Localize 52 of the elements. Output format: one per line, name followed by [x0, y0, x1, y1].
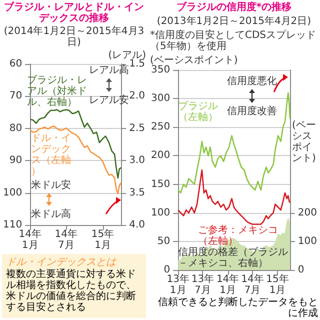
line-series: [178, 92, 291, 194]
y2-tick-label: 3.5: [129, 187, 146, 198]
series-label: ブラジル・レアル（対米ドル、右軸）: [27, 74, 87, 108]
y2-tick-label: 0: [298, 264, 304, 276]
annotation: 米ドル高: [31, 208, 71, 220]
y-tick-label: 70: [9, 90, 22, 102]
x-tick-label: 14年1月: [18, 228, 42, 251]
y-tick-label: 80: [9, 122, 22, 134]
y2-tick-label: 2.0: [129, 90, 146, 102]
y2-tick-label: 1.5: [129, 58, 146, 70]
y-tick-label: 50: [157, 236, 170, 247]
x-tick-label: 13年1月: [166, 273, 190, 296]
x-tick-label: 15年1月: [91, 228, 114, 251]
y-tick-label: 350: [150, 64, 170, 76]
line-series: [30, 125, 122, 194]
y-tick-label: 300: [150, 93, 170, 104]
line-series: [30, 109, 122, 179]
x-tick-label: 13年7月: [191, 273, 214, 296]
y2-tick-label: 3.0: [129, 155, 146, 166]
annotation: 信用度悪化: [227, 75, 277, 87]
y-axis-title: (ベーシスポイント): [150, 55, 238, 66]
line-series: [178, 169, 291, 225]
y2-axis-title: (ベーシスポイント): [292, 120, 316, 164]
x-tick-label: 14年7月: [54, 228, 78, 251]
y2-tick-label: 2.5: [129, 122, 146, 134]
y-tick-label: 110: [2, 220, 22, 230]
x-tick-label: 14年7月: [241, 273, 264, 296]
chart-subtitle: (2013年1月2日～2015年4月2日): [156, 15, 312, 27]
y-tick-label: 200: [150, 150, 170, 162]
chart-title: ブラジル・レアルとドル・インデックスの推移: [4, 1, 144, 24]
y-tick-label: 150: [150, 178, 170, 190]
chart-title: ブラジルの信用度*の推移: [176, 1, 292, 13]
series-label: ご参考：メキシコ（左軸）: [198, 224, 278, 247]
y-tick-label: 250: [150, 122, 170, 133]
annotation: 信用度改善: [227, 105, 277, 117]
y2-tick-label: 100: [298, 236, 318, 247]
text: 信頼できると判断したデータをもとに作成: [157, 297, 318, 319]
y-tick-label: 60: [9, 58, 22, 70]
series-label: ブラジル（左軸）: [178, 100, 218, 123]
y-tick-label: 100: [2, 187, 22, 198]
x-tick-label: 14年1月: [216, 273, 240, 296]
series-label: ドル・インデックス（左軸）: [31, 133, 71, 177]
y2-tick-label: 4.0: [129, 220, 146, 230]
y-tick-label: 90: [9, 155, 22, 166]
y2-tick-label: 200: [298, 207, 318, 218]
text: *信用度の目安としてCDSスプレッド（5年物）を使用: [150, 29, 316, 52]
x-tick-label: 15年1月: [266, 273, 289, 296]
annotation: 米ドル安: [31, 179, 71, 191]
y-tick-label: 100: [150, 207, 170, 218]
y-tick-label: 0: [164, 264, 170, 276]
chart-subtitle: (2014年1月2日～2015年4月3日): [4, 25, 144, 48]
note-box: ドル・インデックスとは 複数の主要通貨に対する米ドル相場を指数化したもので、米ドルの価値を総合的に判断する目安とされる: [2, 254, 146, 318]
